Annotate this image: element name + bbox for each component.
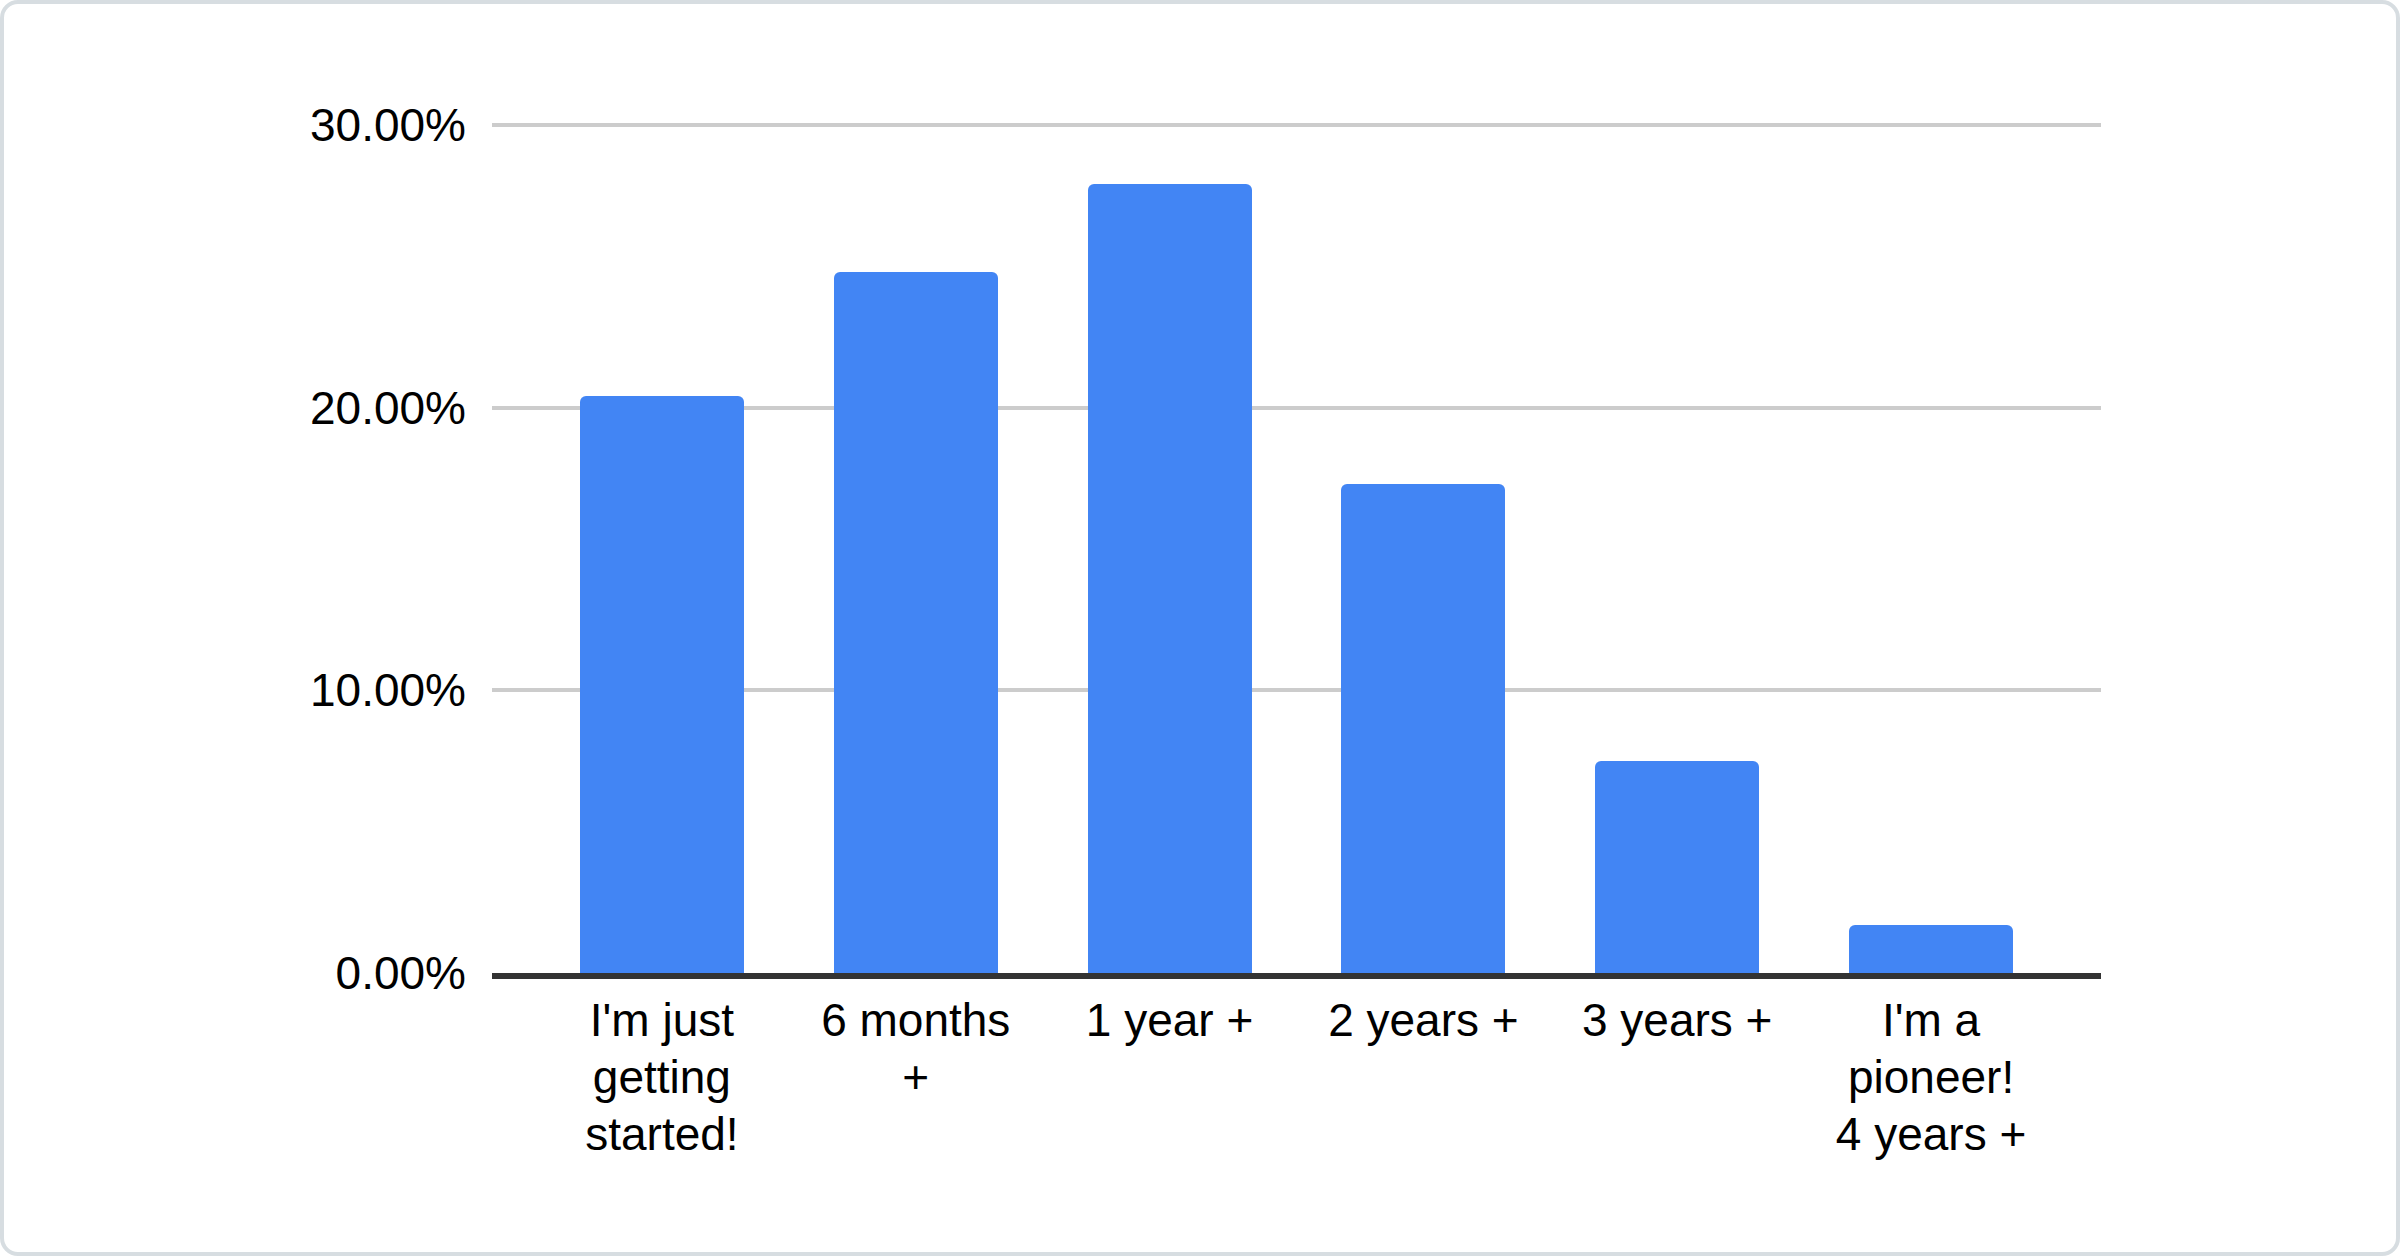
bar-slot [535, 125, 789, 973]
x-axis-category-label: I'm just getting started! [535, 992, 789, 1163]
bar-1[interactable] [580, 396, 744, 973]
x-axis-category-label: 3 years + [1550, 992, 1804, 1163]
x-axis-labels: I'm just getting started!6 months +1 yea… [535, 992, 2058, 1163]
y-axis-tick-label: 10.00% [4, 662, 466, 718]
plot-area [492, 125, 2101, 973]
bar-slot [1550, 125, 1804, 973]
bars-container [492, 125, 2101, 973]
bar-2[interactable] [834, 272, 998, 973]
bar-slot [1296, 125, 1550, 973]
x-axis-category-label: 2 years + [1296, 992, 1550, 1163]
y-axis-tick-label: 0.00% [4, 945, 466, 1001]
bar-slot [1804, 125, 2058, 973]
y-axis-tick-label: 20.00% [4, 380, 466, 436]
x-axis-line [492, 973, 2101, 979]
bar-6[interactable] [1849, 925, 2013, 973]
bar-5[interactable] [1595, 761, 1759, 973]
chart-card: 0.00% 10.00% 20.00% 30.00% I'm just getting… [0, 0, 2400, 1256]
bar-slot [789, 125, 1043, 973]
bar-slot [1043, 125, 1297, 973]
x-axis-category-label: 1 year + [1043, 992, 1297, 1163]
y-axis-labels: 0.00% 10.00% 20.00% 30.00% [4, 4, 466, 1252]
screenshot: 0.00% 10.00% 20.00% 30.00% I'm just getting… [0, 0, 2400, 1256]
survey-bar-chart: 0.00% 10.00% 20.00% 30.00% I'm just getting… [4, 4, 2396, 1252]
x-axis-category-label: I'm a pioneer! 4 years + [1804, 992, 2058, 1163]
bar-4[interactable] [1341, 484, 1505, 973]
x-axis-category-label: 6 months + [789, 992, 1043, 1163]
y-axis-tick-label: 30.00% [4, 97, 466, 153]
bar-3[interactable] [1088, 184, 1252, 973]
